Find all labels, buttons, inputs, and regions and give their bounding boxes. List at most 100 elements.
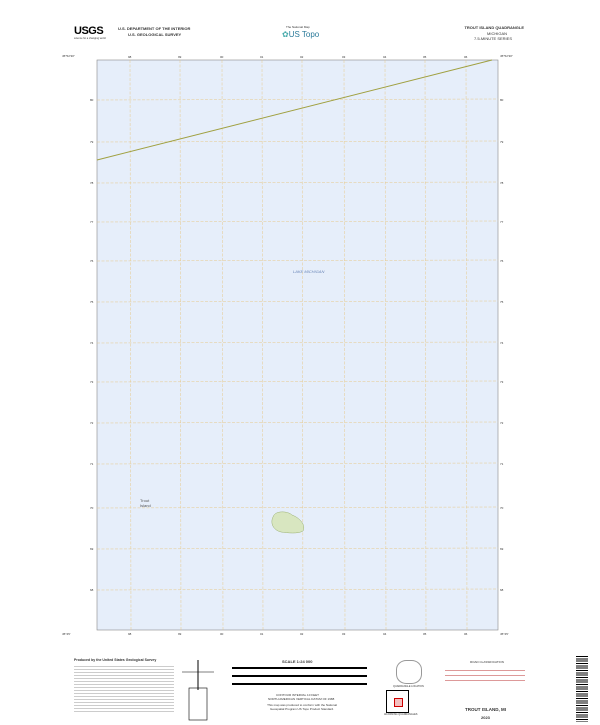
bottom-tick-label: 01: [260, 632, 264, 636]
scale-bar-3: [232, 683, 367, 685]
left-tick-label: 68: [90, 588, 94, 592]
us-topo-text: US Topo: [288, 30, 320, 39]
logo-tagline: science for a changing world: [74, 37, 106, 40]
grid-line: [96, 380, 499, 383]
grid-line: [261, 59, 264, 631]
left-tick-label: 72: [90, 421, 94, 425]
corner-ne: 45°52'30": [500, 54, 513, 58]
top-tick-label: 01: [260, 55, 264, 59]
right-tick-label: 73: [500, 380, 504, 384]
grid-line: [96, 341, 499, 344]
grid-line: [96, 506, 499, 509]
water-area: [96, 59, 499, 631]
corner-sw: 45°45': [62, 632, 71, 636]
national-map-tagline: The National Map: [286, 25, 310, 29]
left-tick-label: 71: [90, 462, 94, 466]
right-tick-label: 74: [500, 341, 504, 345]
top-tick-label: 98: [128, 55, 132, 59]
grid-line: [96, 140, 499, 143]
right-tick-label: 76: [500, 259, 504, 263]
grid-line: [301, 59, 304, 631]
quad-title: TROUT ISLAND QUADRANGLE: [464, 25, 524, 30]
scale-label: SCALE 1:24 000: [282, 659, 313, 664]
bottom-tick-label: 98: [128, 632, 132, 636]
right-tick-label: 72: [500, 421, 504, 425]
credits-block: [74, 664, 174, 714]
right-tick-label: 80: [500, 98, 504, 102]
left-tick-label: 74: [90, 341, 94, 345]
footer-year: 2023: [481, 715, 490, 720]
grid-line: [179, 59, 182, 631]
right-tick-label: 71: [500, 462, 504, 466]
left-tick-label: 76: [90, 259, 94, 263]
lake-label: LAKE MICHIGAN: [293, 269, 325, 274]
bottom-tick-label: 06: [464, 632, 468, 636]
top-tick-label: 00: [220, 55, 224, 59]
grid-line: [424, 59, 427, 631]
right-tick-label: 77: [500, 220, 504, 224]
adjoining-caption: ADJOINING QUADRANGLES: [384, 713, 418, 716]
bottom-tick-label: 05: [423, 632, 427, 636]
trout-island: [271, 511, 304, 534]
top-tick-label: 03: [342, 55, 346, 59]
island-label: Trout Island: [140, 498, 151, 508]
corner-se: 45°45': [500, 632, 509, 636]
agency-line1: U.S. DEPARTMENT OF THE INTERIOR: [118, 26, 191, 31]
adjoining-grid: [386, 690, 409, 713]
left-tick-label: 75: [90, 300, 94, 304]
series-name: 7.5-MINUTE SERIES: [473, 36, 512, 41]
usgs-logo: USGS: [74, 25, 104, 37]
grid-line: [465, 59, 468, 631]
right-tick-label: 68: [500, 588, 504, 592]
bottom-tick-label: 02: [300, 632, 304, 636]
road-classification: ROAD CLASSIFICATION: [470, 660, 504, 664]
michigan-location-map: [396, 660, 422, 684]
grid-line: [96, 547, 499, 550]
grid-line: [129, 59, 132, 631]
right-tick-label: 78: [500, 181, 504, 185]
right-tick-label: 70: [500, 506, 504, 510]
us-topo-logo: ✿US Topo: [282, 30, 319, 39]
contour-note: CONTOUR INTERVAL 10 FEET: [276, 693, 319, 697]
agency-line2: U.S. GEOLOGICAL SURVEY: [128, 32, 182, 37]
left-tick-label: 69: [90, 547, 94, 551]
barcode: [576, 656, 588, 722]
corner-nw: 45°52'30": [62, 54, 75, 58]
top-tick-label: 02: [300, 55, 304, 59]
producer-note: Produced by the United States Geological…: [74, 658, 157, 662]
grid-line: [384, 59, 387, 631]
grid-line: [96, 300, 499, 303]
scale-bar-2: [232, 675, 367, 677]
grid-line: [96, 98, 499, 101]
left-tick-label: 80: [90, 98, 94, 102]
location-caption: QUADRANGLE LOCATION: [393, 685, 424, 688]
right-tick-label: 79: [500, 140, 504, 144]
scale-bar-1: [232, 667, 367, 669]
standard-note: This map was produced to conform with th…: [267, 703, 337, 711]
bottom-tick-label: 04: [383, 632, 387, 636]
bottom-tick-label: 00: [220, 632, 224, 636]
left-tick-label: 73: [90, 380, 94, 384]
us-topo-icon: ✿: [282, 30, 289, 39]
datum-note: NORTH AMERICAN VERTICAL DATUM OF 1988: [268, 697, 335, 701]
shoreline: [96, 59, 493, 161]
left-tick-label: 79: [90, 140, 94, 144]
footer-title: TROUT ISLAND, MI: [465, 707, 506, 712]
grid-line: [96, 181, 499, 184]
right-tick-label: 75: [500, 300, 504, 304]
left-tick-label: 78: [90, 181, 94, 185]
road-legend: [445, 667, 525, 682]
grid-line: [96, 220, 499, 223]
state-name: MICHIGAN: [487, 31, 507, 36]
top-tick-label: 04: [383, 55, 387, 59]
top-tick-label: 06: [464, 55, 468, 59]
grid-line: [96, 259, 499, 262]
grid-line: [96, 462, 499, 465]
grid-line: [96, 421, 499, 424]
grid-line: [343, 59, 346, 631]
top-tick-label: 99: [178, 55, 182, 59]
bottom-tick-label: 03: [342, 632, 346, 636]
left-tick-label: 70: [90, 506, 94, 510]
right-tick-label: 69: [500, 547, 504, 551]
